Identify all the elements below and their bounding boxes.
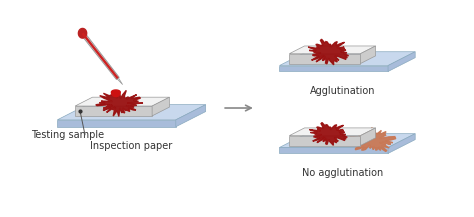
Polygon shape	[280, 148, 388, 153]
Polygon shape	[289, 46, 375, 54]
Polygon shape	[57, 105, 206, 120]
Polygon shape	[360, 46, 375, 64]
Polygon shape	[57, 120, 176, 127]
Polygon shape	[176, 105, 206, 127]
Text: Inspection paper: Inspection paper	[91, 141, 173, 151]
Polygon shape	[82, 33, 119, 79]
Polygon shape	[289, 128, 375, 136]
Polygon shape	[111, 90, 120, 97]
Text: No agglutination: No agglutination	[302, 168, 384, 178]
Polygon shape	[310, 123, 347, 145]
Polygon shape	[388, 134, 415, 153]
Polygon shape	[308, 39, 349, 65]
Text: Testing sample: Testing sample	[31, 130, 104, 140]
Polygon shape	[280, 134, 415, 148]
Polygon shape	[96, 90, 143, 117]
Polygon shape	[78, 28, 87, 38]
Polygon shape	[75, 97, 170, 106]
Text: Agglutination: Agglutination	[310, 86, 376, 96]
Polygon shape	[289, 54, 360, 64]
Polygon shape	[289, 136, 360, 146]
Polygon shape	[81, 32, 119, 79]
Polygon shape	[75, 106, 152, 116]
Polygon shape	[360, 128, 375, 146]
Polygon shape	[117, 78, 123, 85]
Polygon shape	[388, 52, 415, 71]
Polygon shape	[280, 66, 388, 71]
Polygon shape	[349, 127, 396, 151]
Polygon shape	[280, 52, 415, 66]
Polygon shape	[152, 97, 170, 116]
